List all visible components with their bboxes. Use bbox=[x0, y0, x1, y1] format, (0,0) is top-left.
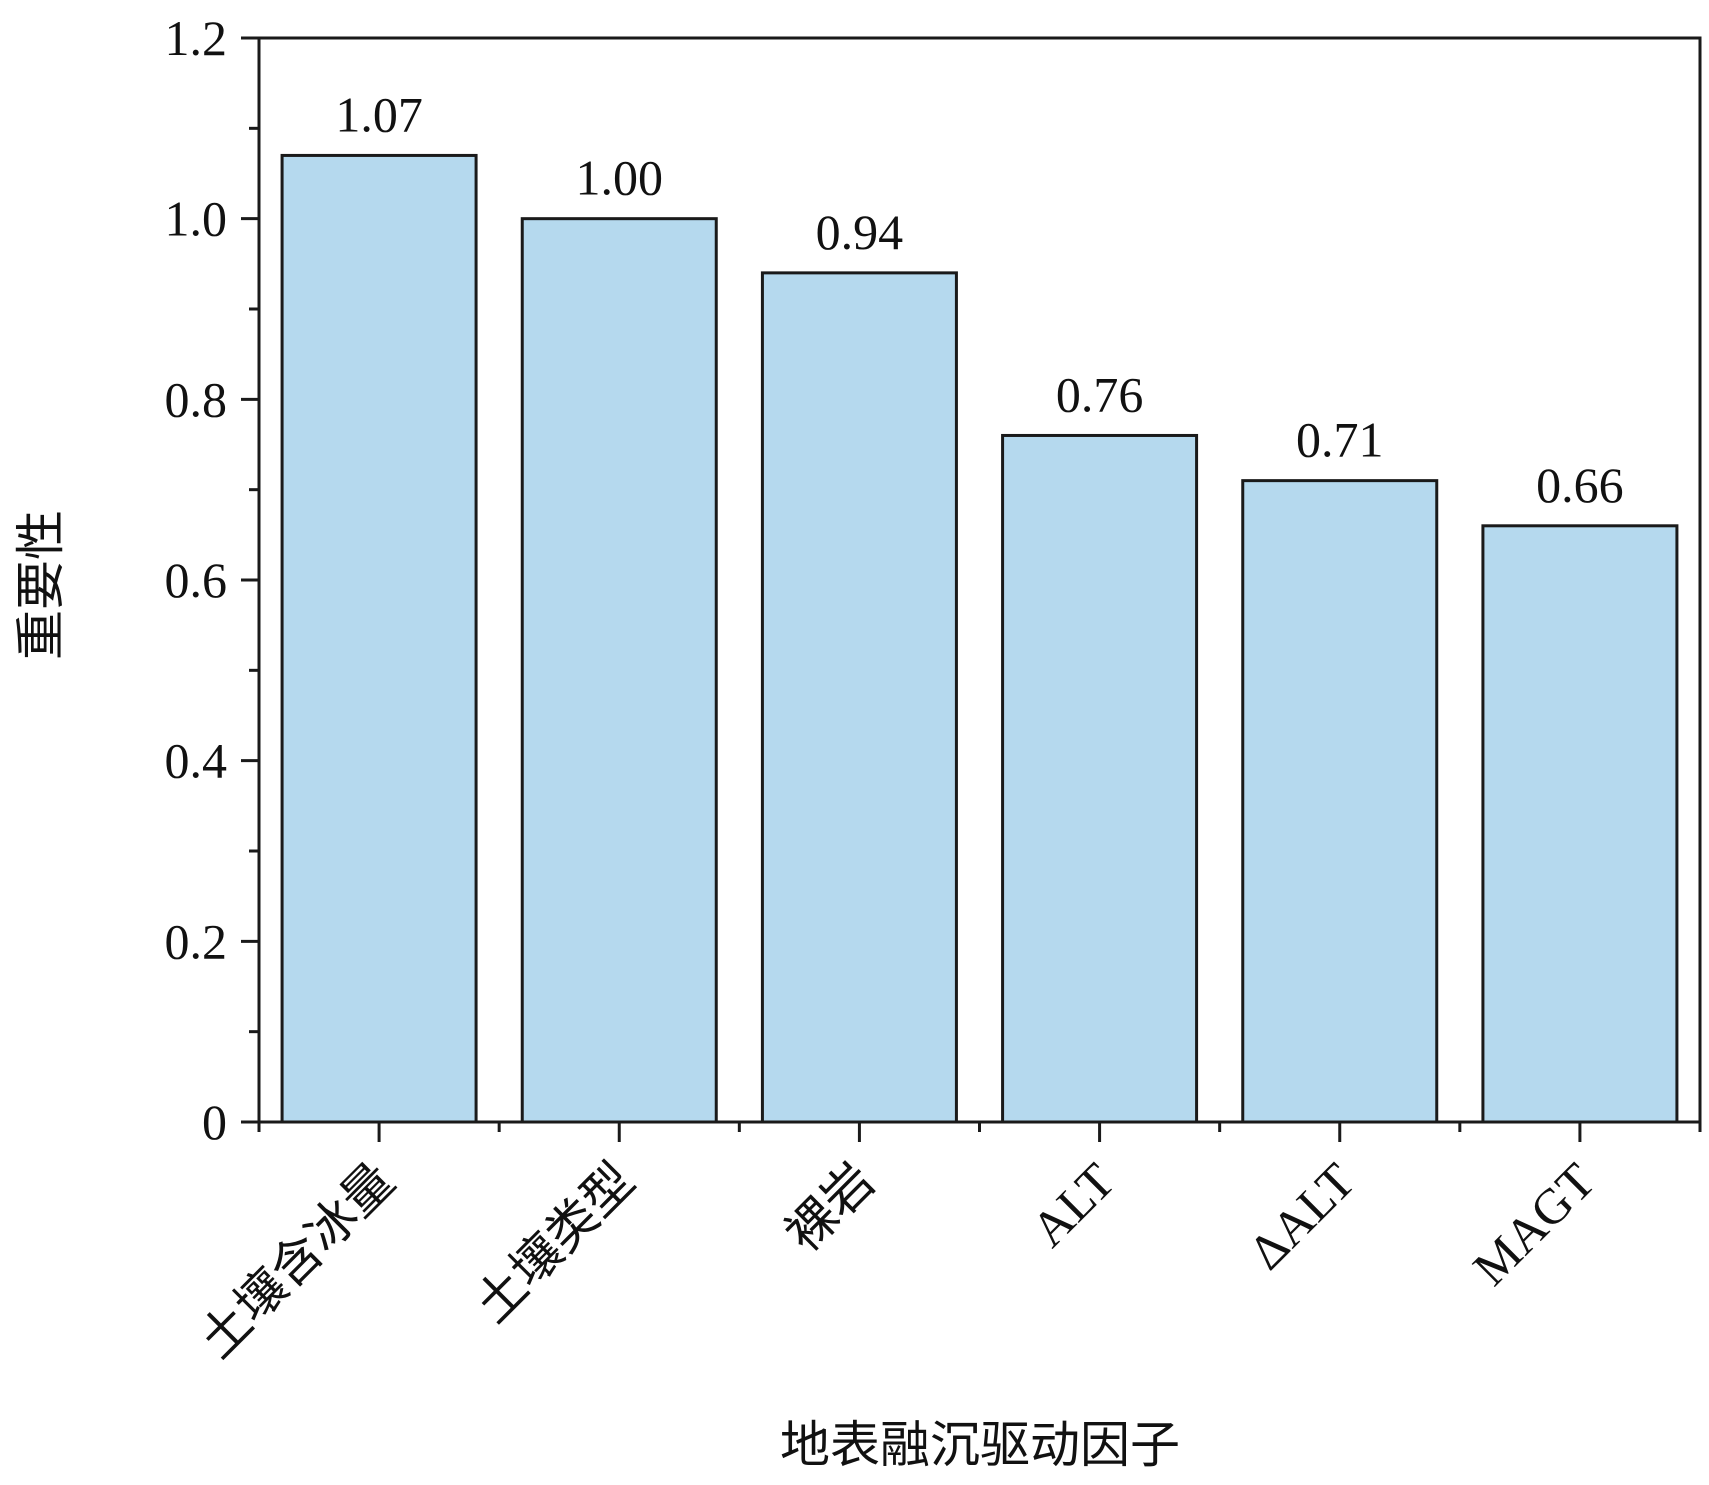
value-label-0: 1.07 bbox=[335, 86, 423, 142]
value-label-2: 0.94 bbox=[816, 204, 904, 260]
value-label-1: 1.00 bbox=[576, 150, 664, 206]
bar-4 bbox=[1241, 479, 1439, 1124]
x-category-label-0: 土壤含冰量 bbox=[188, 1152, 404, 1368]
x-category-label-2: 裸岩 bbox=[775, 1152, 885, 1262]
bar-0 bbox=[280, 153, 478, 1124]
y-tick-label-0: 0 bbox=[202, 1094, 227, 1150]
axes-layer bbox=[241, 36, 1702, 1142]
y-tick-label-2: 0.4 bbox=[165, 733, 228, 789]
x-category-label-4: ΔALT bbox=[1238, 1152, 1366, 1280]
bar-3 bbox=[1001, 433, 1199, 1124]
value-label-4: 0.71 bbox=[1296, 412, 1384, 468]
y-tick-label-6: 1.2 bbox=[165, 10, 228, 66]
x-category-label-5: MAGT bbox=[1462, 1152, 1606, 1296]
y-tick-label-3: 0.6 bbox=[165, 552, 228, 608]
bar-2 bbox=[760, 271, 958, 1124]
y-tick-label-1: 0.2 bbox=[165, 913, 228, 969]
y-tick-label-5: 1.0 bbox=[165, 191, 228, 247]
bars-layer bbox=[280, 153, 1679, 1124]
bar-1 bbox=[520, 217, 718, 1124]
value-label-3: 0.76 bbox=[1056, 366, 1144, 422]
y-tick-label-4: 0.8 bbox=[165, 371, 228, 427]
value-label-5: 0.66 bbox=[1536, 457, 1624, 513]
x-category-label-1: 土壤类型 bbox=[464, 1152, 645, 1333]
bar-5 bbox=[1481, 524, 1679, 1124]
x-category-label-3: ALT bbox=[1020, 1152, 1125, 1257]
y-axis-title: 重要性 bbox=[13, 510, 69, 660]
x-axis-title: 地表融沉驱动因子 bbox=[780, 1417, 1180, 1473]
